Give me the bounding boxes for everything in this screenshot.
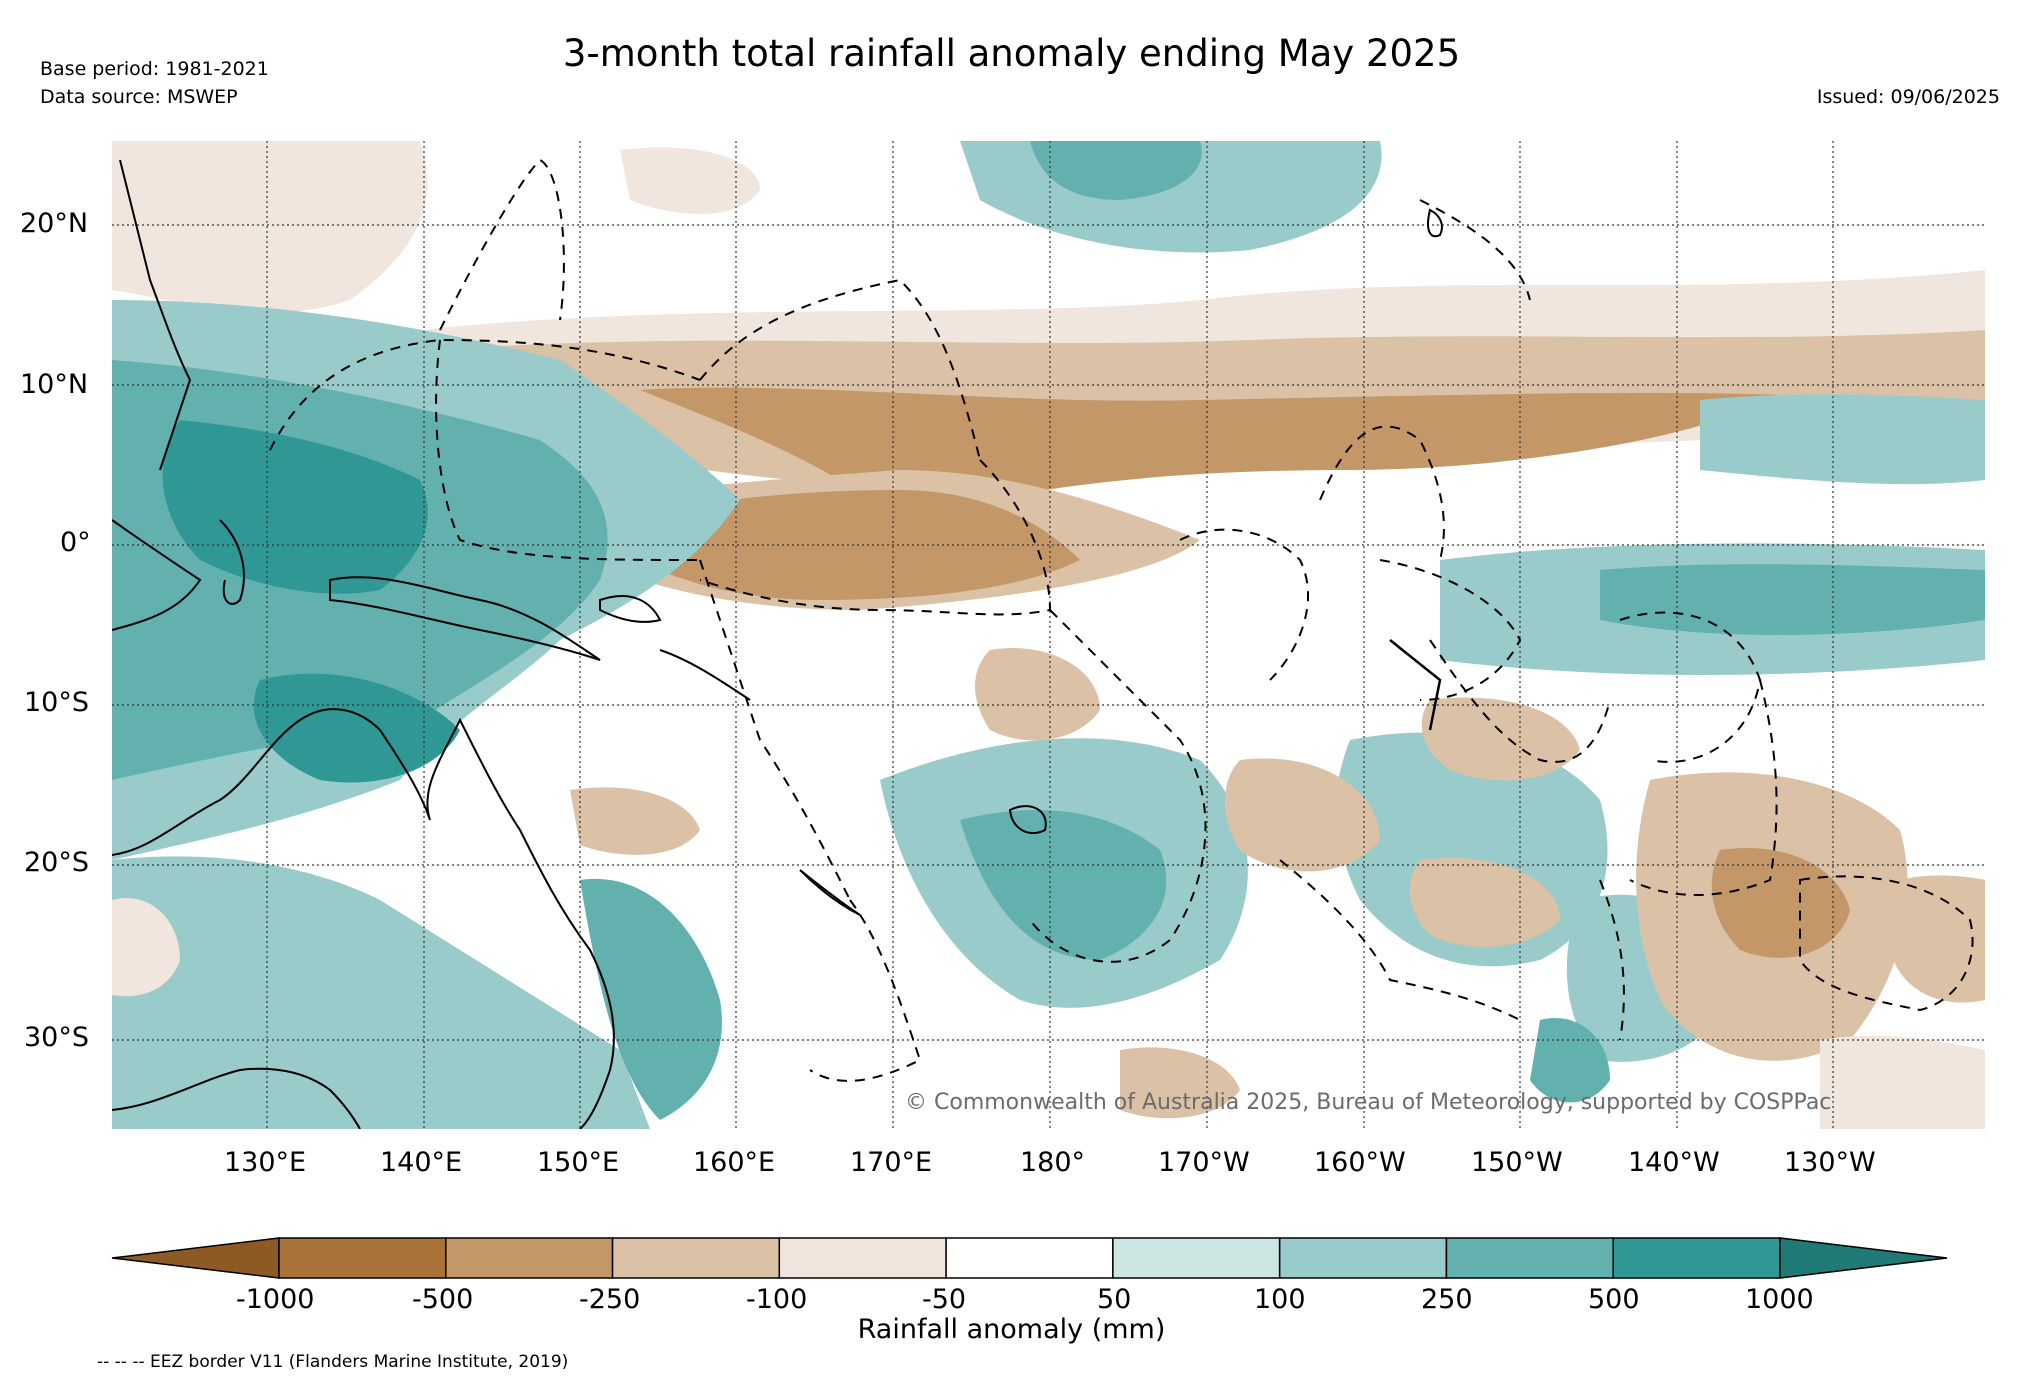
lon-label-160w: 160°W	[1314, 1147, 1406, 1178]
new-britain-coast	[599, 595, 662, 623]
colorbar-tick: 250	[1421, 1284, 1473, 1315]
colorbar-extend-left	[111, 1237, 280, 1279]
colorbar-segment	[1612, 1237, 1781, 1279]
lon-label-130w: 130°W	[1784, 1147, 1876, 1178]
eez-border	[1429, 639, 1611, 763]
png-coast	[329, 576, 601, 661]
wet-patch-north-east-dark	[1030, 141, 1202, 200]
colorbar-tick: -100	[746, 1284, 808, 1315]
colorbar-tick: 500	[1588, 1284, 1640, 1315]
dry-patch-south-9	[1120, 1047, 1240, 1119]
lon-label-170w: 170°W	[1158, 1147, 1250, 1178]
colorbar-segment	[1445, 1237, 1614, 1279]
colorbar-segment	[945, 1237, 1114, 1279]
lon-label-170e: 170°E	[850, 1147, 933, 1178]
wet-region-australia	[112, 856, 650, 1129]
eez-border	[1319, 425, 1445, 561]
dry-patch-south-2	[1225, 758, 1380, 872]
data-source-text: Data source: MSWEP	[40, 86, 238, 108]
colorbar-segment	[611, 1237, 781, 1279]
lat-label-30s: 30°S	[24, 1022, 89, 1053]
lat-label-0: 0°	[60, 527, 91, 558]
eez-border	[1029, 609, 1207, 963]
dry-patch-south-1	[975, 648, 1100, 741]
colorbar-tick: 100	[1254, 1284, 1306, 1315]
colorbar-tick: -500	[412, 1284, 474, 1315]
sulawesi-coast	[219, 519, 245, 605]
lat-label-20s: 20°S	[24, 847, 89, 878]
wet-region-spcz-mid	[960, 810, 1167, 960]
issued-date-text: Issued: 09/06/2025	[1816, 86, 2000, 108]
eez-border	[809, 899, 922, 1082]
colorbar-tick: -50	[922, 1284, 967, 1315]
coastlines	[112, 159, 1443, 1129]
wet-region-tasman	[580, 878, 722, 1120]
solomon-coast	[659, 649, 751, 701]
eez-border	[699, 278, 981, 461]
eez-border	[1599, 879, 1625, 1041]
colorbar-segment	[1278, 1237, 1448, 1279]
lon-label-140e: 140°E	[380, 1147, 463, 1178]
dry-patch-south-8	[1890, 875, 1985, 1003]
colorbar-extend-right	[1779, 1237, 1948, 1279]
colorbar-segment	[278, 1237, 447, 1279]
map-title: 3-month total rainfall anomaly ending Ma…	[562, 32, 1461, 75]
eez-border	[269, 338, 701, 451]
colorbar-segment	[778, 1237, 947, 1279]
lon-label-180: 180°	[1020, 1147, 1086, 1178]
fiji-coast	[1008, 805, 1047, 835]
dry-patch-south-5	[1711, 848, 1850, 958]
australia-south-coast	[112, 1067, 361, 1129]
graticule	[112, 141, 1985, 1129]
lon-label-130e: 130°E	[224, 1147, 307, 1178]
dry-patch-top-center	[620, 147, 760, 214]
eez-border	[699, 559, 851, 901]
dry-patch-south-10	[112, 898, 180, 997]
wet-region-png-dark	[253, 673, 460, 783]
lat-label-10s: 10°S	[24, 687, 89, 718]
copyright-text: © Commonwealth of Australia 2025, Bureau…	[905, 1090, 1832, 1115]
lon-label-150e: 150°E	[537, 1147, 620, 1178]
colorbar-tick: 1000	[1745, 1284, 1814, 1315]
wet-patch-east-north	[1700, 394, 1985, 485]
anomaly-field	[112, 141, 1985, 1129]
wet-region-maritime-dark	[162, 420, 428, 594]
lon-label-150w: 150°W	[1471, 1147, 1563, 1178]
colorbar-segment	[445, 1237, 614, 1279]
colorbar-label: Rainfall anomaly (mm)	[857, 1314, 1166, 1345]
lon-label-160e: 160°E	[693, 1147, 776, 1178]
lat-label-10n: 10°N	[20, 369, 89, 400]
colorbar-tick: -1000	[236, 1284, 315, 1315]
hawaii-coast	[1427, 208, 1443, 238]
eez-border	[1629, 679, 1778, 896]
dry-patch-north-west	[112, 141, 428, 313]
eez-border	[1179, 528, 1309, 681]
colorbar-tick: 50	[1097, 1284, 1132, 1315]
australia-coast	[112, 708, 615, 1129]
dry-patch-south-11	[1820, 1035, 1985, 1129]
borneo-coast	[112, 519, 202, 631]
eez-border	[1419, 199, 1531, 301]
eez-border	[1279, 859, 1521, 1021]
eez-legend-note: -- -- -- EEZ border V11 (Flanders Marine…	[97, 1352, 569, 1372]
dry-patch-south-7	[570, 787, 700, 855]
wet-region-south-east-dark	[1530, 1018, 1610, 1103]
lat-label-20n: 20°N	[20, 208, 89, 239]
philippines-coast	[119, 159, 192, 471]
base-period-text: Base period: 1981-2021	[40, 58, 269, 80]
eez-border	[1379, 559, 1522, 701]
lon-label-140w: 140°W	[1628, 1147, 1720, 1178]
solid-border	[1389, 639, 1442, 731]
eez-border	[435, 339, 701, 561]
dry-patch-south-6	[1409, 858, 1560, 947]
eez-border	[439, 158, 565, 331]
eez-borders	[269, 158, 1974, 1082]
colorbar-tick: -250	[579, 1284, 641, 1315]
colorbar-segment	[1112, 1237, 1281, 1279]
